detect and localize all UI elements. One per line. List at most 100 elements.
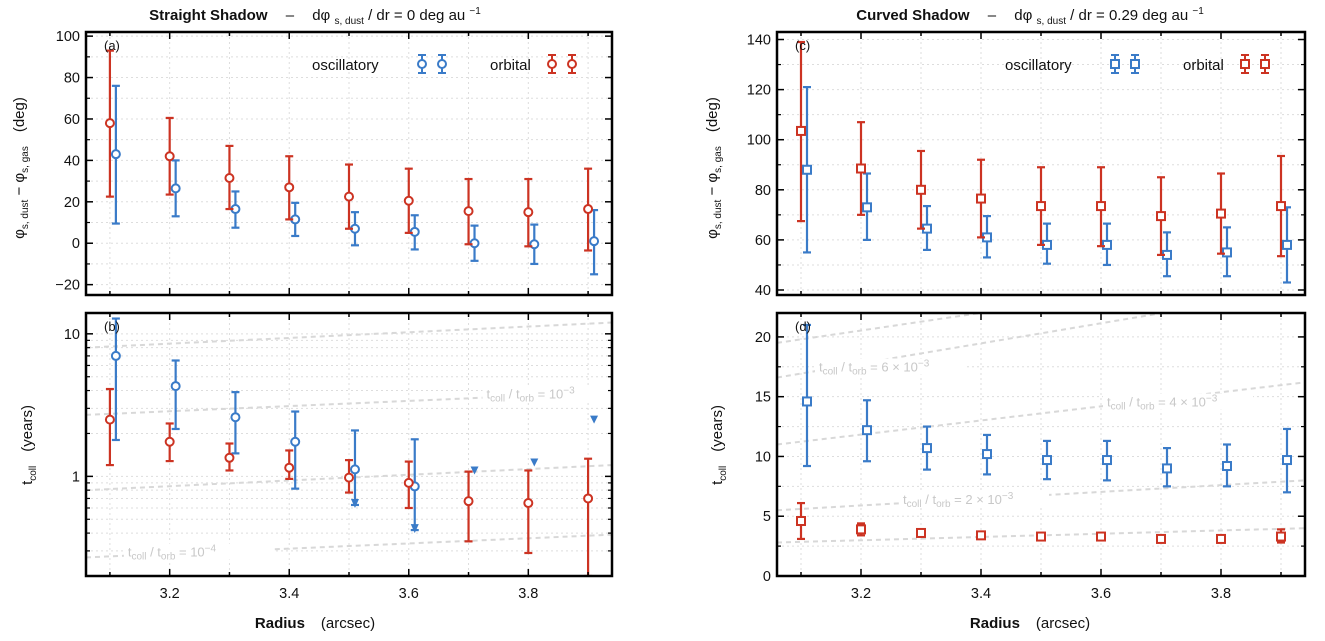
data-point [164,151,175,162]
x-tick-label: 3.2 [851,586,871,602]
x-tick-label: 3.6 [1091,586,1111,602]
reference-line [86,391,612,416]
data-point [976,530,986,541]
data-point [463,496,474,507]
data-point [862,202,872,213]
data-point [982,449,992,460]
data-point [1282,455,1292,466]
header-left-expr-sup: −1 [469,6,481,17]
x-title-unit: (arcsec) [321,615,375,632]
data-point [284,182,295,193]
data-point [1222,247,1232,258]
panel-c: 40 60 80 100 120 140 (c) oscillatory orbital [747,30,1307,299]
y-tick-label: 60 [64,112,80,128]
legend-marker [1240,59,1250,69]
y-tick-label: 120 [747,83,771,99]
data-point [110,350,121,361]
y-title-t-unit: (years) [19,405,36,452]
data-point [170,381,181,392]
x-tick-label: 3.8 [1211,586,1231,602]
legend-marker [567,59,577,69]
panel-label: (c) [795,38,810,53]
data-point [1102,239,1112,250]
data-point [170,183,181,194]
data-point [796,516,806,527]
data-point [523,207,534,218]
y-tick-label: 15 [755,390,771,406]
plot-inner: tcoll / torb = 10−3 tcoll / torb = 10−4 [86,313,612,576]
data-point [796,125,806,136]
y-title-t-r: t [709,480,726,485]
y-title-t-sub-r: coll [718,466,729,481]
legend-marker [1110,59,1120,69]
reference-line [86,321,612,349]
y-title-unit-r: (deg) [704,97,721,132]
data-point [1096,201,1106,212]
series-orbital [796,40,1286,258]
y-tick-label: 10 [64,327,80,343]
data-point [1096,531,1106,542]
y-tick-label: 1 [72,469,80,485]
x-title-right: Radius (arcsec) [970,615,1090,632]
y-title-sub1-r: s, dust [713,199,724,229]
y-title-phi-r: φ [704,229,721,239]
data-point [1036,201,1046,212]
data-point [976,193,986,204]
x-tick-label: 3.4 [971,586,991,602]
plot-inner [86,32,612,295]
legend-orbital-label: orbital [490,57,531,74]
data-point [284,462,295,473]
data-point [1036,531,1046,542]
y-title-top-left: φs, dust − φs, gas (deg) [11,97,31,239]
header-left: Straight Shadow – dφ s, dust / dr = 0 de… [149,6,481,28]
header-right-bold: Curved Shadow [856,7,970,24]
y-title-phi: φ [11,229,28,239]
x-tick-label: 3.8 [518,586,538,602]
data-point [1276,531,1286,542]
data-point [104,118,115,129]
y-title-top-right: φs, dust − φs, gas (deg) [704,97,724,239]
y-title-unit: (deg) [11,97,28,132]
x-title-left: Radius (arcsec) [255,615,375,632]
header-left-bold: Straight Shadow [149,7,268,24]
header-left-dash: – [286,7,295,24]
y-title-t: t [19,480,36,485]
series-orbital [104,387,594,576]
y-title-bottom-right: tcoll (years) [709,405,729,485]
legend-oscillatory-label: oscillatory [1005,57,1072,74]
data-point [862,425,872,436]
data-point [589,236,600,247]
plot-inner: tcoll / torb = 6 × 10−3 tcoll / torb = 4 … [777,313,1305,576]
data-point [349,464,360,475]
y-title-bottom-left: tcoll (years) [19,405,39,485]
lower-arrow [350,498,359,508]
y-tick-label: 40 [64,153,80,169]
data-point [224,452,235,463]
y-tick-label: 140 [747,33,771,49]
series-orbital [796,501,1286,544]
data-point [916,527,926,538]
header-right-dash: – [988,7,997,24]
legend-marker [1130,59,1140,69]
data-point [1042,455,1052,466]
y-tick-label: 0 [72,236,80,252]
y-title-sub2-r: s, gas [713,146,724,173]
data-point [344,472,354,483]
panel-d: tcoll / torb = 6 × 10−3 tcoll / torb = 4 … [755,311,1307,602]
data-point [856,163,866,174]
data-point [1216,208,1226,219]
x-title-bold-r: Radius [970,615,1020,632]
panel-b: tcoll / torb = 10−3 tcoll / torb = 10−4 1 1… [64,311,614,602]
data-point [104,414,115,425]
reference-label-bg [899,491,1049,508]
x-title-unit-r: (arcsec) [1036,615,1090,632]
plot-inner [777,32,1305,295]
legend-oscillatory-label: oscillatory [312,57,379,74]
data-point [583,493,594,504]
legend-marker [547,59,557,69]
data-point [1156,211,1166,222]
data-point [523,498,534,509]
y-title-sub2: s, gas [20,146,31,173]
header-left-expr-sub: s, dust [334,16,364,27]
